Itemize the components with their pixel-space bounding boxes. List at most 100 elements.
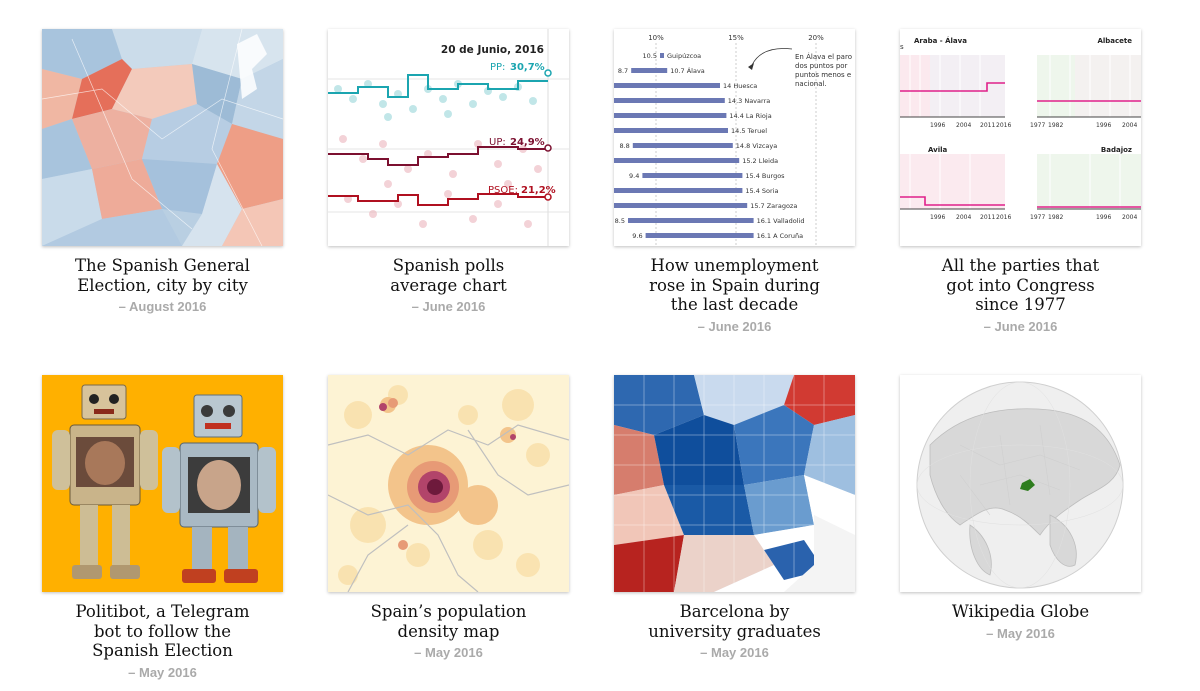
bar-start-label: 9.6 xyxy=(632,232,642,240)
card-title[interactable]: Spain’s population density map xyxy=(328,602,569,641)
axis-tick: 2016 xyxy=(996,122,1011,129)
axis-tick: 1982 xyxy=(1048,214,1063,221)
polls-date-label: 20 de Junio, 2016 xyxy=(441,44,544,56)
unemployment-bar xyxy=(646,233,754,238)
axis-tick: 2004 xyxy=(1122,214,1137,221)
axis-tick: 2004 xyxy=(1122,122,1137,129)
card-title[interactable]: Politibot, a Telegram bot to follow the … xyxy=(42,602,283,661)
axis-tick: 1996 xyxy=(1096,214,1111,221)
card-title[interactable]: How unemployment rose in Spain during th… xyxy=(614,256,855,315)
population-density-image xyxy=(328,375,569,592)
card-title[interactable]: Wikipedia Globe xyxy=(900,602,1141,622)
bar-end-label: 10.7 Álava xyxy=(670,66,705,75)
bar-start-label: 8.8 xyxy=(619,142,629,150)
unemployment-bar xyxy=(614,188,742,193)
parties-chart-image: s Araba - Álava Albacete Avila Badajoz 1… xyxy=(900,29,1141,246)
card-title[interactable]: All the parties that got into Congress s… xyxy=(900,256,1141,315)
unemployment-bar xyxy=(660,53,664,58)
bar-end-label: 14.3 Navarra xyxy=(728,97,770,105)
axis-tick: 1996 xyxy=(1096,122,1111,129)
axis-tick: 1996 xyxy=(930,122,945,129)
unemployment-chart-image: 10% 15% 20% 10.5 Guipúzcoa 8.7 10.7 Álava 14 H… xyxy=(614,29,855,246)
corner-label: s xyxy=(900,43,904,51)
thumb-parties[interactable]: s Araba - Álava Albacete Avila Badajoz 1… xyxy=(900,29,1141,246)
unemployment-bar xyxy=(614,158,739,163)
card-title[interactable]: The Spanish General Election, city by ci… xyxy=(42,256,283,295)
election-map-image xyxy=(42,29,283,246)
card-unemployment[interactable]: 10% 15% 20% 10.5 Guipúzcoa 8.7 10.7 Álava 14 H… xyxy=(614,29,855,334)
card-date: – June 2016 xyxy=(614,319,855,334)
bar-end-label: 16.1 Valladolid xyxy=(757,217,805,225)
panel-title-araba: Araba - Álava xyxy=(914,36,967,45)
bar-end-label: 14.8 Vizcaya xyxy=(736,142,777,150)
annotation-line: puntos menos e xyxy=(795,71,851,79)
unemployment-bar xyxy=(614,128,728,133)
unemployment-bar xyxy=(631,68,667,73)
up-label: UP: xyxy=(489,137,506,148)
thumb-unemployment[interactable]: 10% 15% 20% 10.5 Guipúzcoa 8.7 10.7 Álava 14 H… xyxy=(614,29,855,246)
axis-tick: 2016 xyxy=(996,214,1011,221)
axis-tick: 1982 xyxy=(1048,122,1063,129)
pp-label: PP: xyxy=(490,62,505,73)
bar-start-label: 9.4 xyxy=(629,172,639,180)
axis-tick: 2011 xyxy=(980,122,995,129)
unemployment-bar xyxy=(614,83,720,88)
bar-end-label: 14.4 La Rioja xyxy=(729,112,771,120)
card-title[interactable]: Spanish polls average chart xyxy=(328,256,569,295)
bar-end-label: Guipúzcoa xyxy=(667,52,701,60)
polls-chart-image: 20 de Junio, 2016 PP: 30,7% UP: 24,9% PS… xyxy=(328,29,569,246)
card-parties[interactable]: s Araba - Álava Albacete Avila Badajoz 1… xyxy=(900,29,1141,334)
card-polls-chart[interactable]: 20 de Junio, 2016 PP: 30,7% UP: 24,9% PS… xyxy=(328,29,569,314)
bar-start-label: 10.5 xyxy=(643,52,657,60)
card-politibot[interactable]: Politibot, a Telegram bot to follow the … xyxy=(42,375,283,680)
thumb-wikipedia-globe[interactable] xyxy=(900,375,1141,592)
thumb-election-map[interactable] xyxy=(42,29,283,246)
card-date: – June 2016 xyxy=(900,319,1141,334)
card-date: – June 2016 xyxy=(328,299,569,314)
card-population-density[interactable]: Spain’s population density map – May 201… xyxy=(328,375,569,660)
card-date: – August 2016 xyxy=(42,299,283,314)
card-date: – May 2016 xyxy=(614,645,855,660)
annotation-line: dos puntos por xyxy=(795,62,848,70)
bar-end-label: 14 Huesca xyxy=(723,82,757,90)
unemployment-bar xyxy=(614,113,726,118)
unemployment-bar xyxy=(628,218,754,223)
axis-tick: 2011 xyxy=(980,214,995,221)
card-title[interactable]: Barcelona by university graduates xyxy=(614,602,855,641)
unemployment-bar xyxy=(614,98,725,103)
bar-end-label: 15.7 Zaragoza xyxy=(750,202,797,210)
card-barcelona[interactable]: Barcelona by university graduates – May … xyxy=(614,375,855,660)
bar-end-label: 15.4 Soria xyxy=(745,187,778,195)
thumb-population-density[interactable] xyxy=(328,375,569,592)
card-election-map[interactable]: The Spanish General Election, city by ci… xyxy=(42,29,283,314)
axis-tick: 2004 xyxy=(956,122,971,129)
axis-tick: 1977 xyxy=(1030,214,1045,221)
card-date: – May 2016 xyxy=(900,626,1141,641)
globe-image xyxy=(900,375,1141,592)
barcelona-map-image xyxy=(614,375,855,592)
unemployment-bar xyxy=(642,173,742,178)
thumb-politibot[interactable] xyxy=(42,375,283,592)
unemployment-bar xyxy=(614,203,747,208)
tick-label: 20% xyxy=(808,34,824,42)
annotation-line: nacional. xyxy=(795,80,827,88)
up-value: 24,9% xyxy=(510,137,545,148)
thumb-barcelona[interactable] xyxy=(614,375,855,592)
bar-start-label: 8.5 xyxy=(615,217,625,225)
panel-title-avila: Avila xyxy=(928,146,948,154)
bar-end-label: 15.4 Burgos xyxy=(745,172,785,180)
psoe-label: PSOE: xyxy=(488,185,518,196)
bar-end-label: 15.2 Lleida xyxy=(742,157,778,165)
pp-value: 30,7% xyxy=(510,62,545,73)
card-date: – May 2016 xyxy=(328,645,569,660)
tick-label: 10% xyxy=(648,34,664,42)
psoe-value: 21,2% xyxy=(521,185,556,196)
axis-tick: 2004 xyxy=(956,214,971,221)
bar-end-label: 14.5 Teruel xyxy=(731,127,767,135)
panel-title-badajoz: Badajoz xyxy=(1101,146,1132,154)
tick-label: 15% xyxy=(728,34,744,42)
annotation-line: En Álava el paro xyxy=(795,52,852,61)
card-wikipedia-globe[interactable]: Wikipedia Globe – May 2016 xyxy=(900,375,1141,641)
thumb-polls-chart[interactable]: 20 de Junio, 2016 PP: 30,7% UP: 24,9% PS… xyxy=(328,29,569,246)
